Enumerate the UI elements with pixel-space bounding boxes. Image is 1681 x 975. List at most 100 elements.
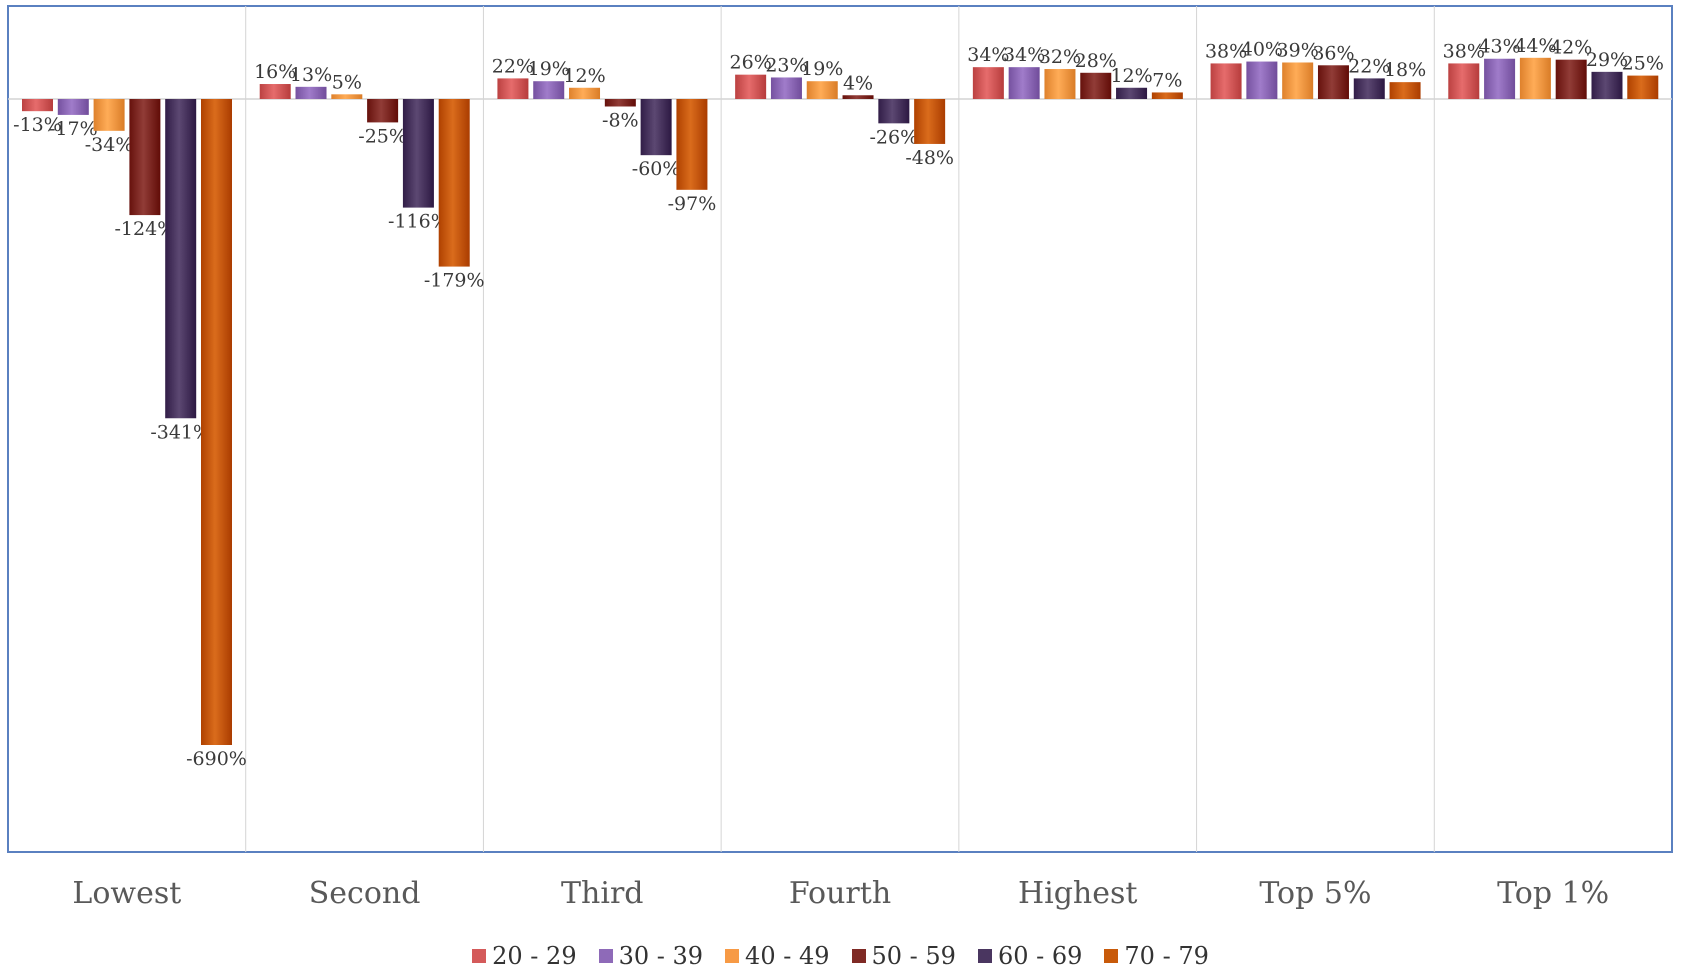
data-label: 18% xyxy=(1384,59,1426,81)
bar xyxy=(402,99,434,208)
data-label: 42% xyxy=(1550,37,1592,59)
x-tick-label: Lowest xyxy=(72,876,181,911)
bar xyxy=(1484,58,1516,99)
bar xyxy=(259,84,291,99)
data-label: -97% xyxy=(668,193,717,215)
bar xyxy=(201,99,232,745)
legend-item: 70 - 79 xyxy=(1104,942,1209,970)
legend-label: 50 - 59 xyxy=(871,942,956,970)
bar xyxy=(1044,69,1076,99)
bar xyxy=(533,81,565,99)
x-tick-label: Top 5% xyxy=(1259,876,1371,911)
bar xyxy=(367,99,399,123)
data-label: -17% xyxy=(49,118,98,140)
data-label: 34% xyxy=(1003,44,1045,66)
x-tick-label: Highest xyxy=(1018,876,1138,911)
bar xyxy=(972,67,1004,99)
bar xyxy=(1448,63,1480,99)
data-label: -13% xyxy=(13,114,62,136)
legend-swatch xyxy=(725,949,740,963)
bar xyxy=(22,99,53,112)
bar xyxy=(569,87,601,99)
legend-label: 40 - 49 xyxy=(745,942,830,970)
data-label: -116% xyxy=(388,211,449,233)
data-label: -179% xyxy=(424,270,485,292)
bar xyxy=(806,81,838,99)
x-tick-label: Second xyxy=(309,876,421,911)
legend: 20 - 29 30 - 39 40 - 49 50 - 59 60 - 69 70 - … xyxy=(0,942,1681,970)
data-label: 12% xyxy=(563,65,605,87)
bar xyxy=(1627,75,1659,99)
data-label: 28% xyxy=(1075,50,1117,72)
x-tick-label: Third xyxy=(561,876,643,911)
data-label: 12% xyxy=(1110,65,1152,87)
data-label: 34% xyxy=(967,44,1009,66)
data-label: -25% xyxy=(358,125,407,147)
data-label: -690% xyxy=(186,748,247,770)
legend-item: 40 - 49 xyxy=(725,942,830,970)
bar xyxy=(331,94,363,99)
bar xyxy=(640,99,672,156)
data-label: -34% xyxy=(85,134,134,156)
legend-label: 70 - 79 xyxy=(1124,942,1209,970)
legend-swatch xyxy=(851,949,866,963)
bar xyxy=(93,99,125,131)
data-label: 40% xyxy=(1241,39,1283,61)
bar xyxy=(1008,67,1040,99)
legend-swatch xyxy=(472,949,487,963)
x-tick-label: Fourth xyxy=(789,876,891,911)
bar xyxy=(1555,59,1587,99)
data-label: 5% xyxy=(332,71,362,93)
data-label: 43% xyxy=(1478,36,1520,58)
data-label: -48% xyxy=(905,147,954,169)
legend-label: 20 - 29 xyxy=(492,942,577,970)
bar xyxy=(57,99,89,115)
bar xyxy=(878,99,910,124)
data-label: 39% xyxy=(1277,39,1319,61)
bar xyxy=(1246,61,1278,99)
data-label: -8% xyxy=(602,109,639,131)
bar xyxy=(1519,57,1551,99)
data-label: 38% xyxy=(1205,40,1247,62)
data-label: 19% xyxy=(528,58,570,80)
data-label: 4% xyxy=(843,72,873,94)
bar xyxy=(770,77,802,99)
bar xyxy=(497,78,529,99)
data-label: 22% xyxy=(492,55,534,77)
bar xyxy=(914,99,946,144)
bar xyxy=(1210,63,1242,99)
legend-swatch xyxy=(977,949,992,963)
data-label: 32% xyxy=(1039,46,1081,68)
bar xyxy=(1353,78,1385,99)
data-label: -124% xyxy=(115,218,176,240)
data-label: -26% xyxy=(870,126,919,148)
data-label: 36% xyxy=(1312,42,1354,64)
bar xyxy=(438,99,470,267)
bar xyxy=(1116,87,1148,99)
legend-label: 30 - 39 xyxy=(618,942,704,970)
plot-area xyxy=(7,5,1673,853)
data-label: 44% xyxy=(1514,35,1556,57)
data-label: 19% xyxy=(801,58,843,80)
legend-item: 60 - 69 xyxy=(977,942,1083,970)
legend-label: 60 - 69 xyxy=(997,942,1083,970)
data-label: 13% xyxy=(290,64,332,86)
bar xyxy=(1317,65,1349,99)
bar xyxy=(842,95,874,99)
bar xyxy=(1389,82,1421,99)
legend-swatch xyxy=(598,949,613,963)
legend-item: 30 - 39 xyxy=(598,942,704,970)
x-tick-label: Top 1% xyxy=(1497,876,1609,911)
bar xyxy=(1282,62,1314,99)
bar xyxy=(1591,71,1623,99)
data-label: 25% xyxy=(1622,53,1664,75)
bar xyxy=(165,99,197,419)
data-label: 29% xyxy=(1586,49,1628,71)
data-label: 26% xyxy=(730,52,772,74)
bar xyxy=(604,99,636,107)
legend-item: 50 - 59 xyxy=(851,942,956,970)
data-label: 7% xyxy=(1152,69,1182,91)
bar xyxy=(1080,72,1112,99)
